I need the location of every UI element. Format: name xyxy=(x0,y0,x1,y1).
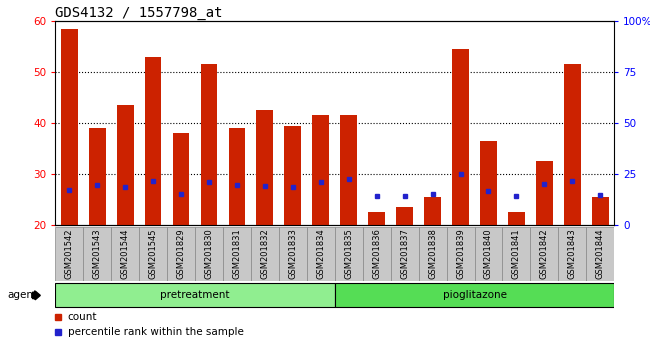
Bar xyxy=(419,227,447,281)
Text: GSM201840: GSM201840 xyxy=(484,228,493,279)
Bar xyxy=(369,212,385,225)
Bar xyxy=(586,227,614,281)
Text: GDS4132 / 1557798_at: GDS4132 / 1557798_at xyxy=(55,6,223,20)
Text: GSM201542: GSM201542 xyxy=(65,228,73,279)
Bar xyxy=(279,227,307,281)
Bar xyxy=(61,29,77,225)
Text: GSM201843: GSM201843 xyxy=(568,228,577,279)
Text: GSM201545: GSM201545 xyxy=(149,228,157,279)
Bar xyxy=(564,64,580,225)
Bar xyxy=(111,227,139,281)
Bar xyxy=(391,227,419,281)
Text: GSM201838: GSM201838 xyxy=(428,228,437,279)
Bar xyxy=(335,227,363,281)
Bar xyxy=(341,115,357,225)
Text: agent: agent xyxy=(8,290,38,301)
Bar xyxy=(530,227,558,281)
Bar xyxy=(452,49,469,225)
Text: count: count xyxy=(68,312,97,322)
Bar xyxy=(223,227,251,281)
Bar xyxy=(195,227,223,281)
Text: GSM201842: GSM201842 xyxy=(540,228,549,279)
Text: GSM201544: GSM201544 xyxy=(121,228,129,279)
Bar xyxy=(117,105,133,225)
Text: GSM201832: GSM201832 xyxy=(261,228,269,279)
Text: GSM201841: GSM201841 xyxy=(512,228,521,279)
Text: GSM201830: GSM201830 xyxy=(205,228,213,279)
Bar xyxy=(201,64,217,225)
Text: pretreatment: pretreatment xyxy=(161,290,229,301)
Bar xyxy=(285,126,301,225)
Text: GSM201543: GSM201543 xyxy=(93,228,101,279)
Text: GSM201836: GSM201836 xyxy=(372,228,381,279)
Bar xyxy=(536,161,552,225)
Bar xyxy=(508,212,525,225)
Bar xyxy=(313,115,329,225)
Text: GSM201834: GSM201834 xyxy=(317,228,325,279)
Text: GSM201839: GSM201839 xyxy=(456,228,465,279)
Text: percentile rank within the sample: percentile rank within the sample xyxy=(68,327,243,337)
Bar xyxy=(363,227,391,281)
Text: GSM201829: GSM201829 xyxy=(177,228,185,279)
Bar xyxy=(173,133,189,225)
Bar xyxy=(480,141,497,225)
Bar xyxy=(55,227,83,281)
Bar xyxy=(558,227,586,281)
Bar xyxy=(139,227,167,281)
Bar xyxy=(229,128,245,225)
Text: GSM201844: GSM201844 xyxy=(596,228,605,279)
Bar xyxy=(257,110,273,225)
Bar xyxy=(145,57,161,225)
Bar xyxy=(447,227,474,281)
Text: pioglitazone: pioglitazone xyxy=(443,290,506,301)
Bar xyxy=(89,128,105,225)
Bar xyxy=(307,227,335,281)
Bar xyxy=(83,227,111,281)
Text: GSM201835: GSM201835 xyxy=(344,228,353,279)
Bar xyxy=(592,197,608,225)
Bar xyxy=(396,207,413,225)
Bar xyxy=(424,197,441,225)
Bar xyxy=(167,227,195,281)
Bar xyxy=(55,284,335,307)
Text: GSM201833: GSM201833 xyxy=(289,228,297,279)
Text: GSM201837: GSM201837 xyxy=(400,228,409,279)
Text: GSM201831: GSM201831 xyxy=(233,228,241,279)
Bar xyxy=(502,227,530,281)
Bar xyxy=(474,227,502,281)
Bar xyxy=(335,284,614,307)
Bar xyxy=(251,227,279,281)
